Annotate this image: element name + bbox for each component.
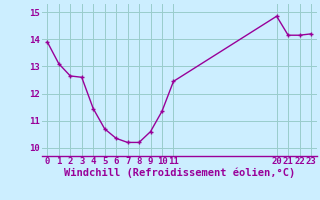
X-axis label: Windchill (Refroidissement éolien,°C): Windchill (Refroidissement éolien,°C) <box>64 168 295 178</box>
